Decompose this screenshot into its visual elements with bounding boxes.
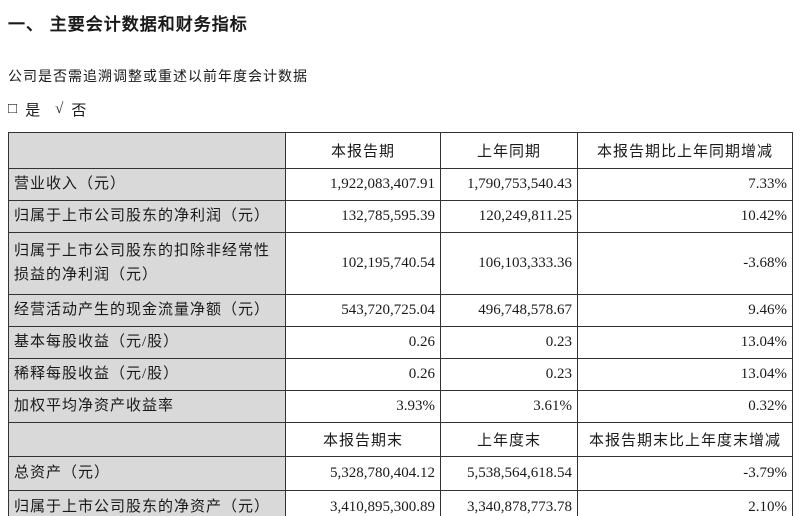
value-prior: 1,790,753,540.43 <box>440 168 578 201</box>
value-current: 1,922,083,407.91 <box>285 168 441 201</box>
answer-no-label: 否 <box>71 103 88 119</box>
table-row-net-profit: 归属于上市公司股东的净利润（元） 132,785,595.39 120,249,… <box>8 200 793 233</box>
row-label: 归属于上市公司股东的净利润（元） <box>8 200 286 233</box>
financial-indicators-table: 本报告期 上年同期 本报告期比上年同期增减 营业收入（元） 1,922,083,… <box>8 132 793 516</box>
value-change: 0.32% <box>577 390 793 423</box>
answer-yes-label: 是 <box>25 103 42 119</box>
value-current: 102,195,740.54 <box>285 232 441 295</box>
value-prior: 0.23 <box>440 358 578 391</box>
table-header-row-period: 本报告期 上年同期 本报告期比上年同期增减 <box>8 132 793 169</box>
value-change: 7.33% <box>577 168 793 201</box>
section-title: 一、 主要会计数据和财务指标 <box>8 15 248 34</box>
header-current-period: 本报告期 <box>285 132 441 169</box>
header-period-change: 本报告期比上年同期增减 <box>577 132 793 169</box>
value-change: 13.04% <box>577 326 793 359</box>
value-prior: 5,538,564,618.54 <box>440 456 578 491</box>
value-current: 543,720,725.04 <box>285 294 441 327</box>
header-current-period-end: 本报告期末 <box>285 422 441 457</box>
restatement-answer: □ 是 √ 否 <box>8 99 792 120</box>
restatement-question: 公司是否需追溯调整或重述以前年度会计数据 <box>8 70 308 85</box>
header-blank-cell <box>8 132 286 169</box>
value-prior: 496,748,578.67 <box>440 294 578 327</box>
value-current: 0.26 <box>285 358 441 391</box>
table-row-diluted-eps: 稀释每股收益（元/股） 0.26 0.23 13.04% <box>8 358 793 391</box>
value-change: -3.79% <box>577 456 793 491</box>
value-change: 2.10% <box>577 490 793 516</box>
checkmark-icon: √ <box>55 101 65 117</box>
row-label: 营业收入（元） <box>8 168 286 201</box>
value-prior: 120,249,811.25 <box>440 200 578 233</box>
table-row-operating-cash-flow: 经营活动产生的现金流量净额（元） 543,720,725.04 496,748,… <box>8 294 793 327</box>
value-current: 3.93% <box>285 390 441 423</box>
table-row-weighted-avg-roe: 加权平均净资产收益率 3.93% 3.61% 0.32% <box>8 390 793 423</box>
row-label: 经营活动产生的现金流量净额（元） <box>8 294 286 327</box>
row-label: 基本每股收益（元/股） <box>8 326 286 359</box>
header-period-end-change: 本报告期末比上年度末增减 <box>577 422 793 457</box>
value-prior: 0.23 <box>440 326 578 359</box>
row-label: 总资产（元） <box>8 456 286 491</box>
value-change: 9.46% <box>577 294 793 327</box>
table-header-row-period-end: 本报告期末 上年度末 本报告期末比上年度末增减 <box>8 422 793 457</box>
value-current: 0.26 <box>285 326 441 359</box>
row-label: 稀释每股收益（元/股） <box>8 358 286 391</box>
table-row-net-assets: 归属于上市公司股东的净资产（元） 3,410,895,300.89 3,340,… <box>8 490 793 516</box>
table-row-net-profit-excl-nonrecurring: 归属于上市公司股东的扣除非经常性损益的净利润（元） 102,195,740.54… <box>8 232 793 295</box>
value-prior: 3.61% <box>440 390 578 423</box>
value-prior: 3,340,878,773.78 <box>440 490 578 516</box>
value-change: -3.68% <box>577 232 793 295</box>
header-blank-cell <box>8 422 286 457</box>
value-current: 3,410,895,300.89 <box>285 490 441 516</box>
header-prior-period: 上年同期 <box>440 132 578 169</box>
value-change: 10.42% <box>577 200 793 233</box>
row-label: 归属于上市公司股东的净资产（元） <box>8 490 286 516</box>
table-row-total-assets: 总资产（元） 5,328,780,404.12 5,538,564,618.54… <box>8 456 793 491</box>
header-prior-year-end: 上年度末 <box>440 422 578 457</box>
value-current: 5,328,780,404.12 <box>285 456 441 491</box>
value-current: 132,785,595.39 <box>285 200 441 233</box>
checkbox-unchecked-icon: □ <box>8 101 19 117</box>
value-change: 13.04% <box>577 358 793 391</box>
value-prior: 106,103,333.36 <box>440 232 578 295</box>
row-label: 归属于上市公司股东的扣除非经常性损益的净利润（元） <box>8 232 286 295</box>
table-row-revenue: 营业收入（元） 1,922,083,407.91 1,790,753,540.4… <box>8 168 793 201</box>
table-row-basic-eps: 基本每股收益（元/股） 0.26 0.23 13.04% <box>8 326 793 359</box>
row-label: 加权平均净资产收益率 <box>8 390 286 423</box>
